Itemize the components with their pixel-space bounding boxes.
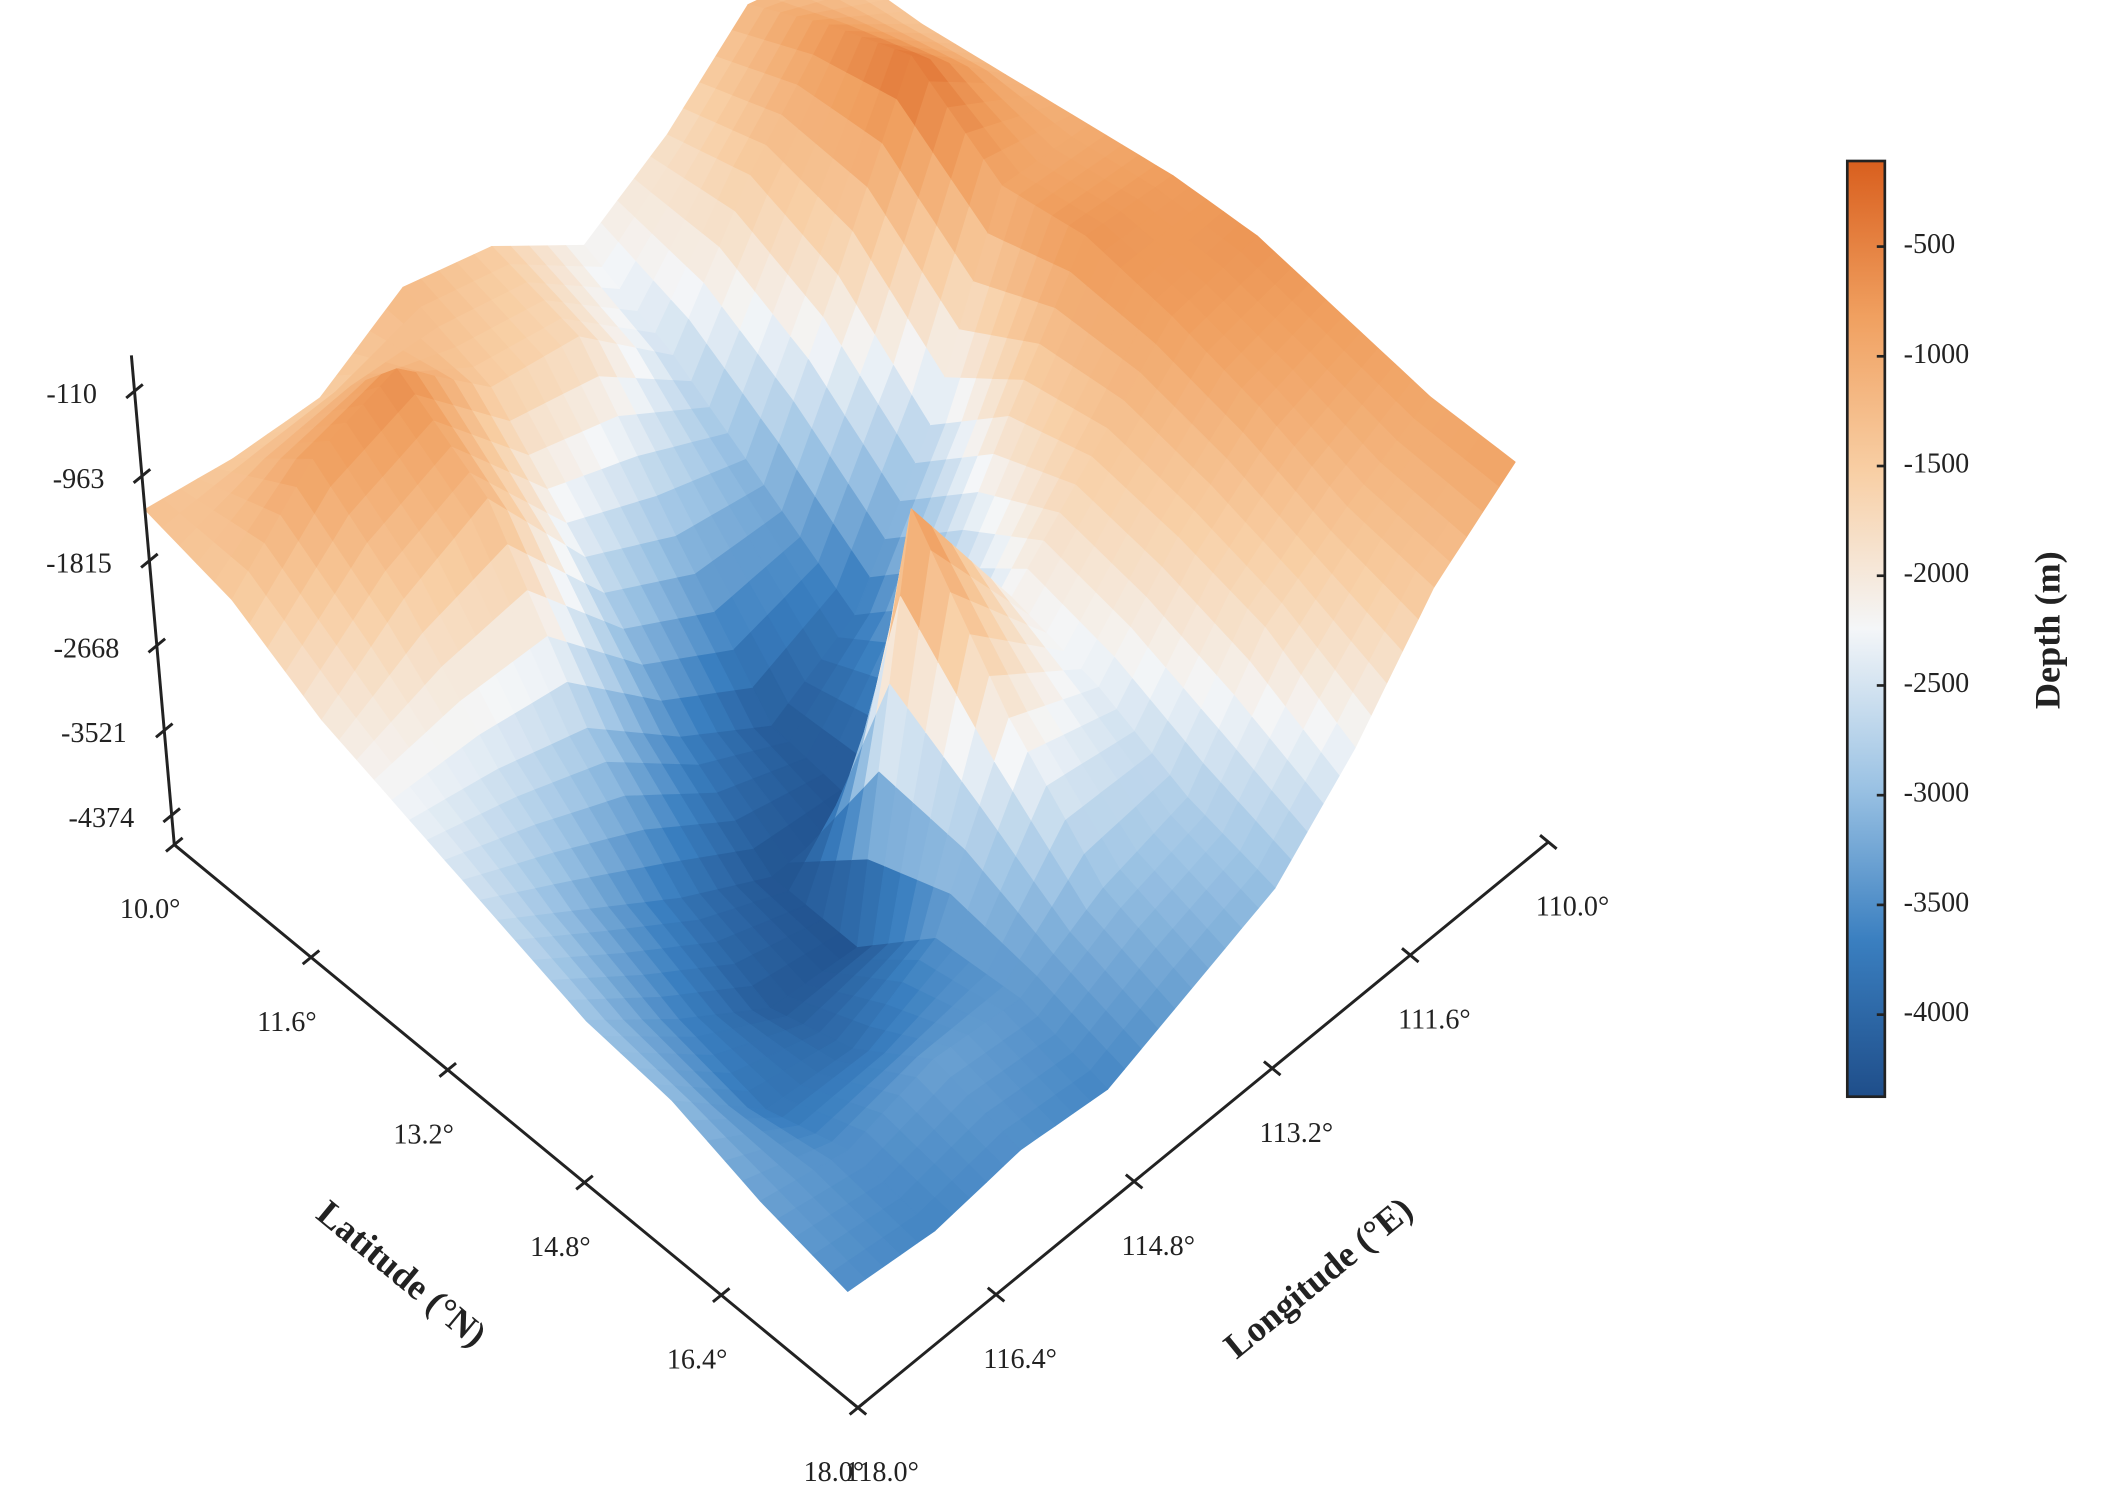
z-tick-label: -963 [53,464,105,495]
colorbar-tick-label: -1500 [1904,448,1970,479]
y-tick [438,1061,457,1078]
z-tick [132,468,152,484]
y-tick-label: 10.0° [120,894,181,925]
x-tick [1262,1060,1282,1077]
z-axis-line [129,355,176,845]
y-axis-line [173,843,859,1409]
x-tick-label: 118.0° [845,1457,919,1488]
z-tick-label: -1815 [46,549,112,580]
colorbar-tick-label: -3000 [1904,778,1970,809]
z-tick [155,722,174,739]
z-tick [162,807,181,824]
x-tick-label: 111.6° [1398,1005,1470,1036]
x-tick-label: 114.8° [1121,1231,1195,1262]
colorbar-title: Depth (m) [2027,551,2067,709]
surface [144,0,1516,1292]
x-tick-label: 110.0° [1536,891,1610,922]
x-tick [848,1399,868,1416]
y-tick-label: 18.0° [804,1457,865,1488]
y-tick [301,949,321,966]
colorbar-tick-label: -4000 [1904,997,1970,1028]
z-tick-label: -3521 [61,718,127,749]
x-axis-line [857,840,1550,1409]
z-tick-label: -4374 [69,803,135,834]
y-tick [575,1174,594,1191]
colorbar-tick-label: -2000 [1904,558,1970,589]
colorbar [1845,159,1887,1099]
y-axis-title: Latitude (°N) [309,1192,494,1354]
z-tick [125,383,144,400]
z-tick [147,637,167,654]
y-tick [165,836,184,853]
colorbar-tick-label: -500 [1904,229,1956,260]
colorbar-tick-label: -2500 [1904,668,1970,699]
x-tick-label: 116.4° [983,1344,1057,1375]
axes [125,355,1558,1416]
z-tick-label: -2668 [54,633,120,664]
surface-patch [829,1261,866,1292]
colorbar-tick-label: -3500 [1904,887,1970,918]
z-tick [140,552,159,569]
y-tick-label: 11.6° [257,1007,316,1038]
z-tick-label: -110 [46,379,97,410]
x-tick [986,1286,1006,1303]
y-tick [711,1287,731,1304]
x-tick [1124,1173,1144,1190]
y-tick-label: 16.4° [667,1345,728,1376]
x-tick [1401,947,1420,964]
x-tick [1539,834,1558,850]
y-tick-label: 13.2° [393,1119,453,1150]
colorbar-tick-label: -1000 [1904,339,1970,370]
y-tick-label: 14.8° [530,1232,591,1263]
x-tick-label: 113.2° [1260,1118,1334,1149]
x-axis-title: Longitude (°E) [1216,1189,1420,1366]
